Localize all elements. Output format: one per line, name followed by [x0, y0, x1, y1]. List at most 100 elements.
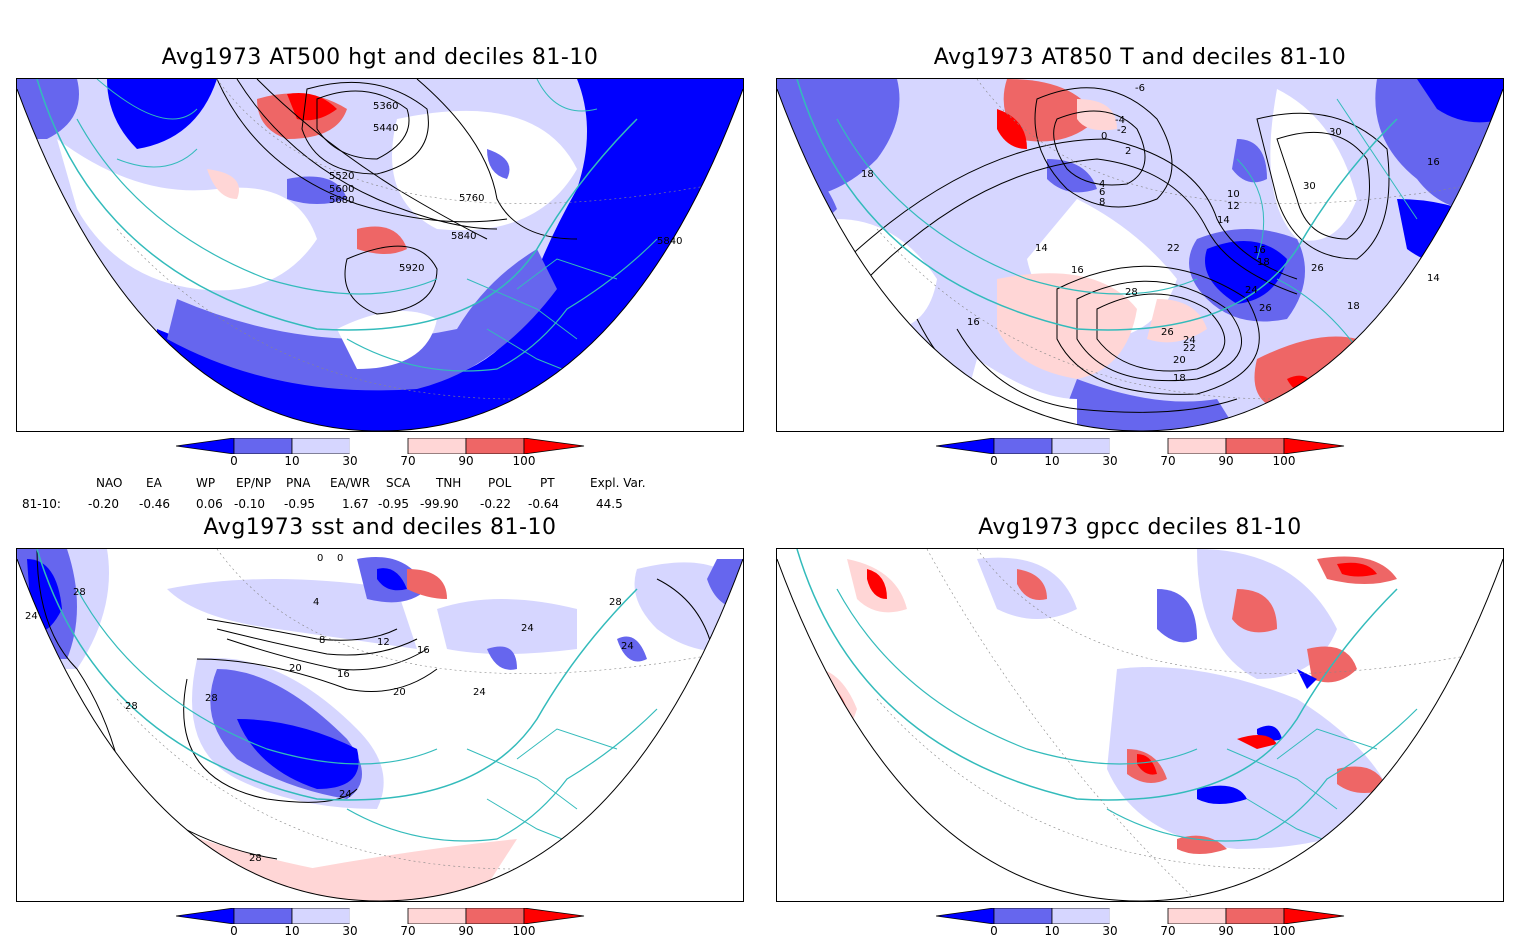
contour-label: 20: [393, 687, 406, 698]
index-header: EA/WR: [330, 476, 371, 490]
index-header: PT: [540, 476, 555, 490]
colorbar-hgt: 0 10 30 70 90 100: [175, 437, 586, 470]
contour-label: 28: [73, 587, 86, 598]
panel-title-sst: Avg1973 sst and deciles 81-10: [203, 515, 557, 540]
colorbar-tick: 0: [990, 454, 998, 468]
index-value: -99.90: [420, 497, 459, 511]
contour-label: 18: [1347, 301, 1360, 312]
contour-label: 14: [1427, 273, 1440, 284]
index-value: -0.46: [139, 497, 171, 511]
contour-label: 28: [125, 701, 138, 712]
contour-label: 5920: [399, 263, 424, 274]
map-panel-t850: -6 -4 -2 0 2 4 6 8 10 12 14 14 16 16 16 …: [776, 78, 1504, 432]
contour-label: 24: [621, 641, 634, 652]
index-row-label: 81-10:: [22, 497, 61, 511]
colorbar-tick: 30: [342, 924, 358, 938]
colorbar-tick: 70: [1160, 924, 1176, 938]
colorbar-tick: 10: [284, 924, 300, 938]
colorbar-tick: 30: [1102, 454, 1118, 468]
index-value: -0.20: [88, 497, 120, 511]
contour-label: 16: [1071, 265, 1084, 276]
index-header: WP: [196, 476, 216, 490]
index-header: PNA: [286, 476, 311, 490]
contour-label: 5520: [329, 171, 354, 182]
index-value: -0.22: [480, 497, 512, 511]
contour-label: 4: [313, 597, 319, 608]
index-header: POL: [488, 476, 512, 490]
contour-label: 5440: [373, 123, 398, 134]
map-panel-hgt: 5360 5440 5520 5600 5680 5760 5840 5920 …: [16, 78, 744, 432]
contour-label: 14: [1217, 215, 1230, 226]
contour-label: 14: [1035, 243, 1048, 254]
contour-label: 10: [1227, 189, 1240, 200]
contour-label: 6: [1099, 187, 1105, 198]
contour-label: 5360: [373, 101, 398, 112]
contour-label: 20: [1173, 355, 1186, 366]
contour-label: 16: [1253, 245, 1266, 256]
contour-label: 4: [1099, 179, 1105, 190]
contour-label: 30: [1329, 127, 1342, 138]
colorbar-tick: 90: [458, 454, 474, 468]
contour-label: 0: [317, 553, 323, 564]
contour-label: 20: [289, 663, 302, 674]
colorbar-tick: 90: [458, 924, 474, 938]
contour-label: 24: [473, 687, 486, 698]
contour-label: 28: [205, 693, 218, 704]
contour-label: 24: [521, 623, 534, 634]
colorbar-t850: 0 10 30 70 90 100: [935, 437, 1346, 470]
colorbar-tick: 100: [1272, 924, 1296, 938]
colorbar-tick: 0: [990, 924, 998, 938]
index-value: -0.64: [528, 497, 560, 511]
index-header: NAO: [96, 476, 123, 490]
contour-label: 24: [25, 611, 38, 622]
colorbar-tick: 90: [1218, 924, 1234, 938]
contour-label: 26: [1161, 327, 1174, 338]
contour-label: 22: [1167, 243, 1180, 254]
contour-label: 18: [861, 169, 874, 180]
contour-label: 24: [1183, 335, 1196, 346]
contour-label: 8: [319, 635, 325, 646]
index-value: 1.67: [342, 497, 369, 511]
contour-label: 5600: [329, 184, 354, 195]
index-header: TNH: [436, 476, 462, 490]
contour-label: 16: [337, 669, 350, 680]
contour-label: -6: [1135, 83, 1145, 94]
colorbar-gpcc: 0 10 30 70 90 100: [935, 907, 1346, 940]
contour-label: 28: [609, 597, 622, 608]
map-panel-gpcc: [776, 548, 1504, 902]
index-header: Expl. Var.: [590, 476, 646, 490]
contour-label: 18: [1173, 373, 1186, 384]
contour-label: 16: [417, 645, 430, 656]
index-value: -0.10: [234, 497, 266, 511]
contour-label: 22: [1183, 343, 1196, 354]
colorbar-tick: 30: [342, 454, 358, 468]
colorbar-tick: 100: [1272, 454, 1296, 468]
index-value: 44.5: [596, 497, 623, 511]
contour-label: 12: [1227, 201, 1240, 212]
contour-label: 26: [1259, 303, 1272, 314]
colorbar-tick: 90: [1218, 454, 1234, 468]
index-value: 0.06: [196, 497, 223, 511]
panel-title-hgt: Avg1973 AT500 hgt and deciles 81-10: [161, 45, 599, 70]
panel-title-t850: Avg1973 AT850 T and deciles 81-10: [933, 45, 1347, 70]
contour-label: 28: [249, 853, 262, 864]
contour-label: 26: [1311, 263, 1324, 274]
indices-value-row: 81-10: -0.20 -0.46 0.06 -0.10 -0.95 1.67…: [0, 497, 760, 513]
colorbar-tick: 10: [1044, 924, 1060, 938]
colorbar-tick: 70: [1160, 454, 1176, 468]
colorbar-tick: 70: [400, 924, 416, 938]
contour-label: 30: [1303, 181, 1316, 192]
contour-label: -4: [1115, 115, 1125, 126]
contour-label: 12: [377, 637, 390, 648]
contour-label: 0: [337, 553, 343, 564]
indices-header-row: NAO EA WP EP/NP PNA EA/WR SCA TNH POL PT…: [0, 476, 760, 492]
map-panel-sst: 0 0 4 8 12 16 16 20 20 24 24 24 24 28 28…: [16, 548, 744, 902]
panel-title-gpcc: Avg1973 gpcc deciles 81-10: [978, 515, 1302, 540]
colorbar-tick: 10: [284, 454, 300, 468]
contour-label: 5840: [451, 231, 476, 242]
contour-label: 16: [967, 317, 980, 328]
index-header: SCA: [386, 476, 411, 490]
index-value: -0.95: [284, 497, 316, 511]
colorbar-tick: 0: [230, 454, 238, 468]
contour-label: 16: [1427, 157, 1440, 168]
